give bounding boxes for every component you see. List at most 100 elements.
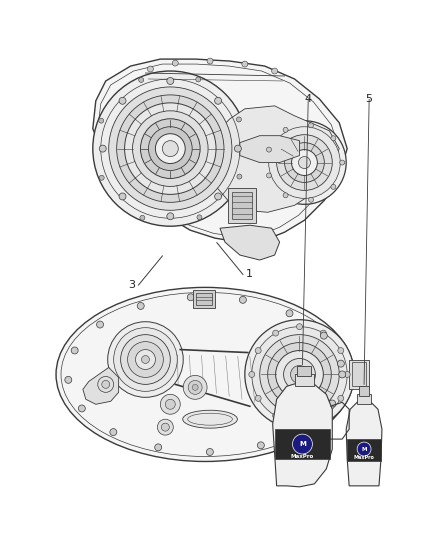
- Circle shape: [339, 371, 346, 378]
- Circle shape: [78, 405, 85, 412]
- Circle shape: [297, 324, 303, 330]
- Circle shape: [273, 330, 279, 336]
- Circle shape: [255, 348, 261, 353]
- Circle shape: [331, 136, 336, 141]
- Circle shape: [245, 320, 354, 429]
- Circle shape: [338, 395, 344, 401]
- Circle shape: [258, 442, 265, 449]
- Circle shape: [320, 413, 326, 419]
- Polygon shape: [93, 59, 347, 242]
- Circle shape: [99, 118, 104, 123]
- Text: 1: 1: [246, 270, 253, 279]
- Circle shape: [273, 413, 279, 419]
- Circle shape: [167, 213, 174, 220]
- Circle shape: [207, 58, 213, 64]
- Circle shape: [110, 429, 117, 435]
- Polygon shape: [273, 382, 332, 487]
- Circle shape: [290, 366, 308, 383]
- Bar: [359, 386, 369, 397]
- Text: M: M: [361, 447, 367, 451]
- Circle shape: [141, 356, 149, 364]
- Polygon shape: [210, 106, 339, 212]
- Bar: [297, 367, 311, 376]
- Polygon shape: [220, 225, 279, 260]
- Circle shape: [308, 123, 314, 128]
- Circle shape: [344, 372, 350, 377]
- Bar: [193, 290, 215, 308]
- Polygon shape: [83, 367, 119, 404]
- Text: MaxPro: MaxPro: [291, 454, 314, 458]
- Circle shape: [283, 127, 288, 132]
- Circle shape: [187, 294, 194, 301]
- Text: 4: 4: [305, 94, 312, 104]
- Bar: [275, 429, 330, 459]
- Bar: [232, 192, 252, 219]
- Circle shape: [237, 117, 241, 122]
- Circle shape: [148, 127, 192, 171]
- Circle shape: [165, 399, 175, 409]
- Circle shape: [276, 351, 323, 398]
- Text: 5: 5: [366, 94, 373, 104]
- Circle shape: [141, 119, 200, 179]
- Bar: [349, 360, 369, 389]
- Circle shape: [96, 321, 103, 328]
- Circle shape: [357, 442, 371, 456]
- Circle shape: [234, 145, 241, 152]
- Circle shape: [266, 173, 272, 178]
- Circle shape: [135, 350, 155, 369]
- Circle shape: [140, 215, 145, 220]
- Circle shape: [277, 135, 332, 190]
- Circle shape: [340, 160, 345, 165]
- Circle shape: [162, 141, 178, 157]
- Bar: [347, 439, 381, 461]
- Circle shape: [167, 77, 174, 84]
- Circle shape: [260, 335, 339, 414]
- Circle shape: [252, 327, 347, 422]
- Polygon shape: [346, 402, 382, 486]
- Circle shape: [337, 360, 344, 367]
- Circle shape: [292, 150, 318, 175]
- Circle shape: [206, 448, 213, 456]
- Circle shape: [320, 332, 327, 339]
- Circle shape: [300, 425, 307, 432]
- Bar: [228, 188, 256, 223]
- Circle shape: [268, 343, 331, 406]
- Circle shape: [329, 400, 336, 407]
- Circle shape: [99, 145, 106, 152]
- Circle shape: [161, 423, 170, 431]
- Circle shape: [297, 419, 303, 425]
- Circle shape: [124, 103, 216, 195]
- Circle shape: [237, 174, 242, 179]
- Circle shape: [117, 95, 224, 203]
- Circle shape: [285, 143, 324, 182]
- Circle shape: [102, 381, 110, 389]
- Circle shape: [99, 175, 104, 180]
- Circle shape: [196, 77, 201, 82]
- Circle shape: [283, 359, 315, 390]
- Circle shape: [192, 384, 198, 390]
- Circle shape: [133, 111, 208, 187]
- Text: 3: 3: [128, 280, 135, 290]
- Bar: [357, 394, 371, 404]
- Ellipse shape: [56, 287, 354, 462]
- Circle shape: [242, 61, 248, 67]
- Text: M: M: [299, 441, 306, 447]
- Circle shape: [108, 322, 183, 397]
- Circle shape: [255, 395, 261, 401]
- Polygon shape: [240, 136, 300, 163]
- Circle shape: [172, 60, 178, 66]
- Circle shape: [148, 66, 153, 72]
- Circle shape: [93, 71, 248, 226]
- Circle shape: [268, 127, 340, 198]
- Circle shape: [197, 215, 202, 220]
- Circle shape: [188, 381, 202, 394]
- Bar: [196, 293, 212, 305]
- Circle shape: [215, 98, 222, 104]
- Circle shape: [249, 372, 255, 377]
- Bar: [352, 362, 366, 386]
- Circle shape: [308, 197, 314, 202]
- Circle shape: [109, 87, 232, 211]
- Circle shape: [119, 98, 126, 104]
- Circle shape: [272, 68, 278, 74]
- Circle shape: [114, 328, 177, 391]
